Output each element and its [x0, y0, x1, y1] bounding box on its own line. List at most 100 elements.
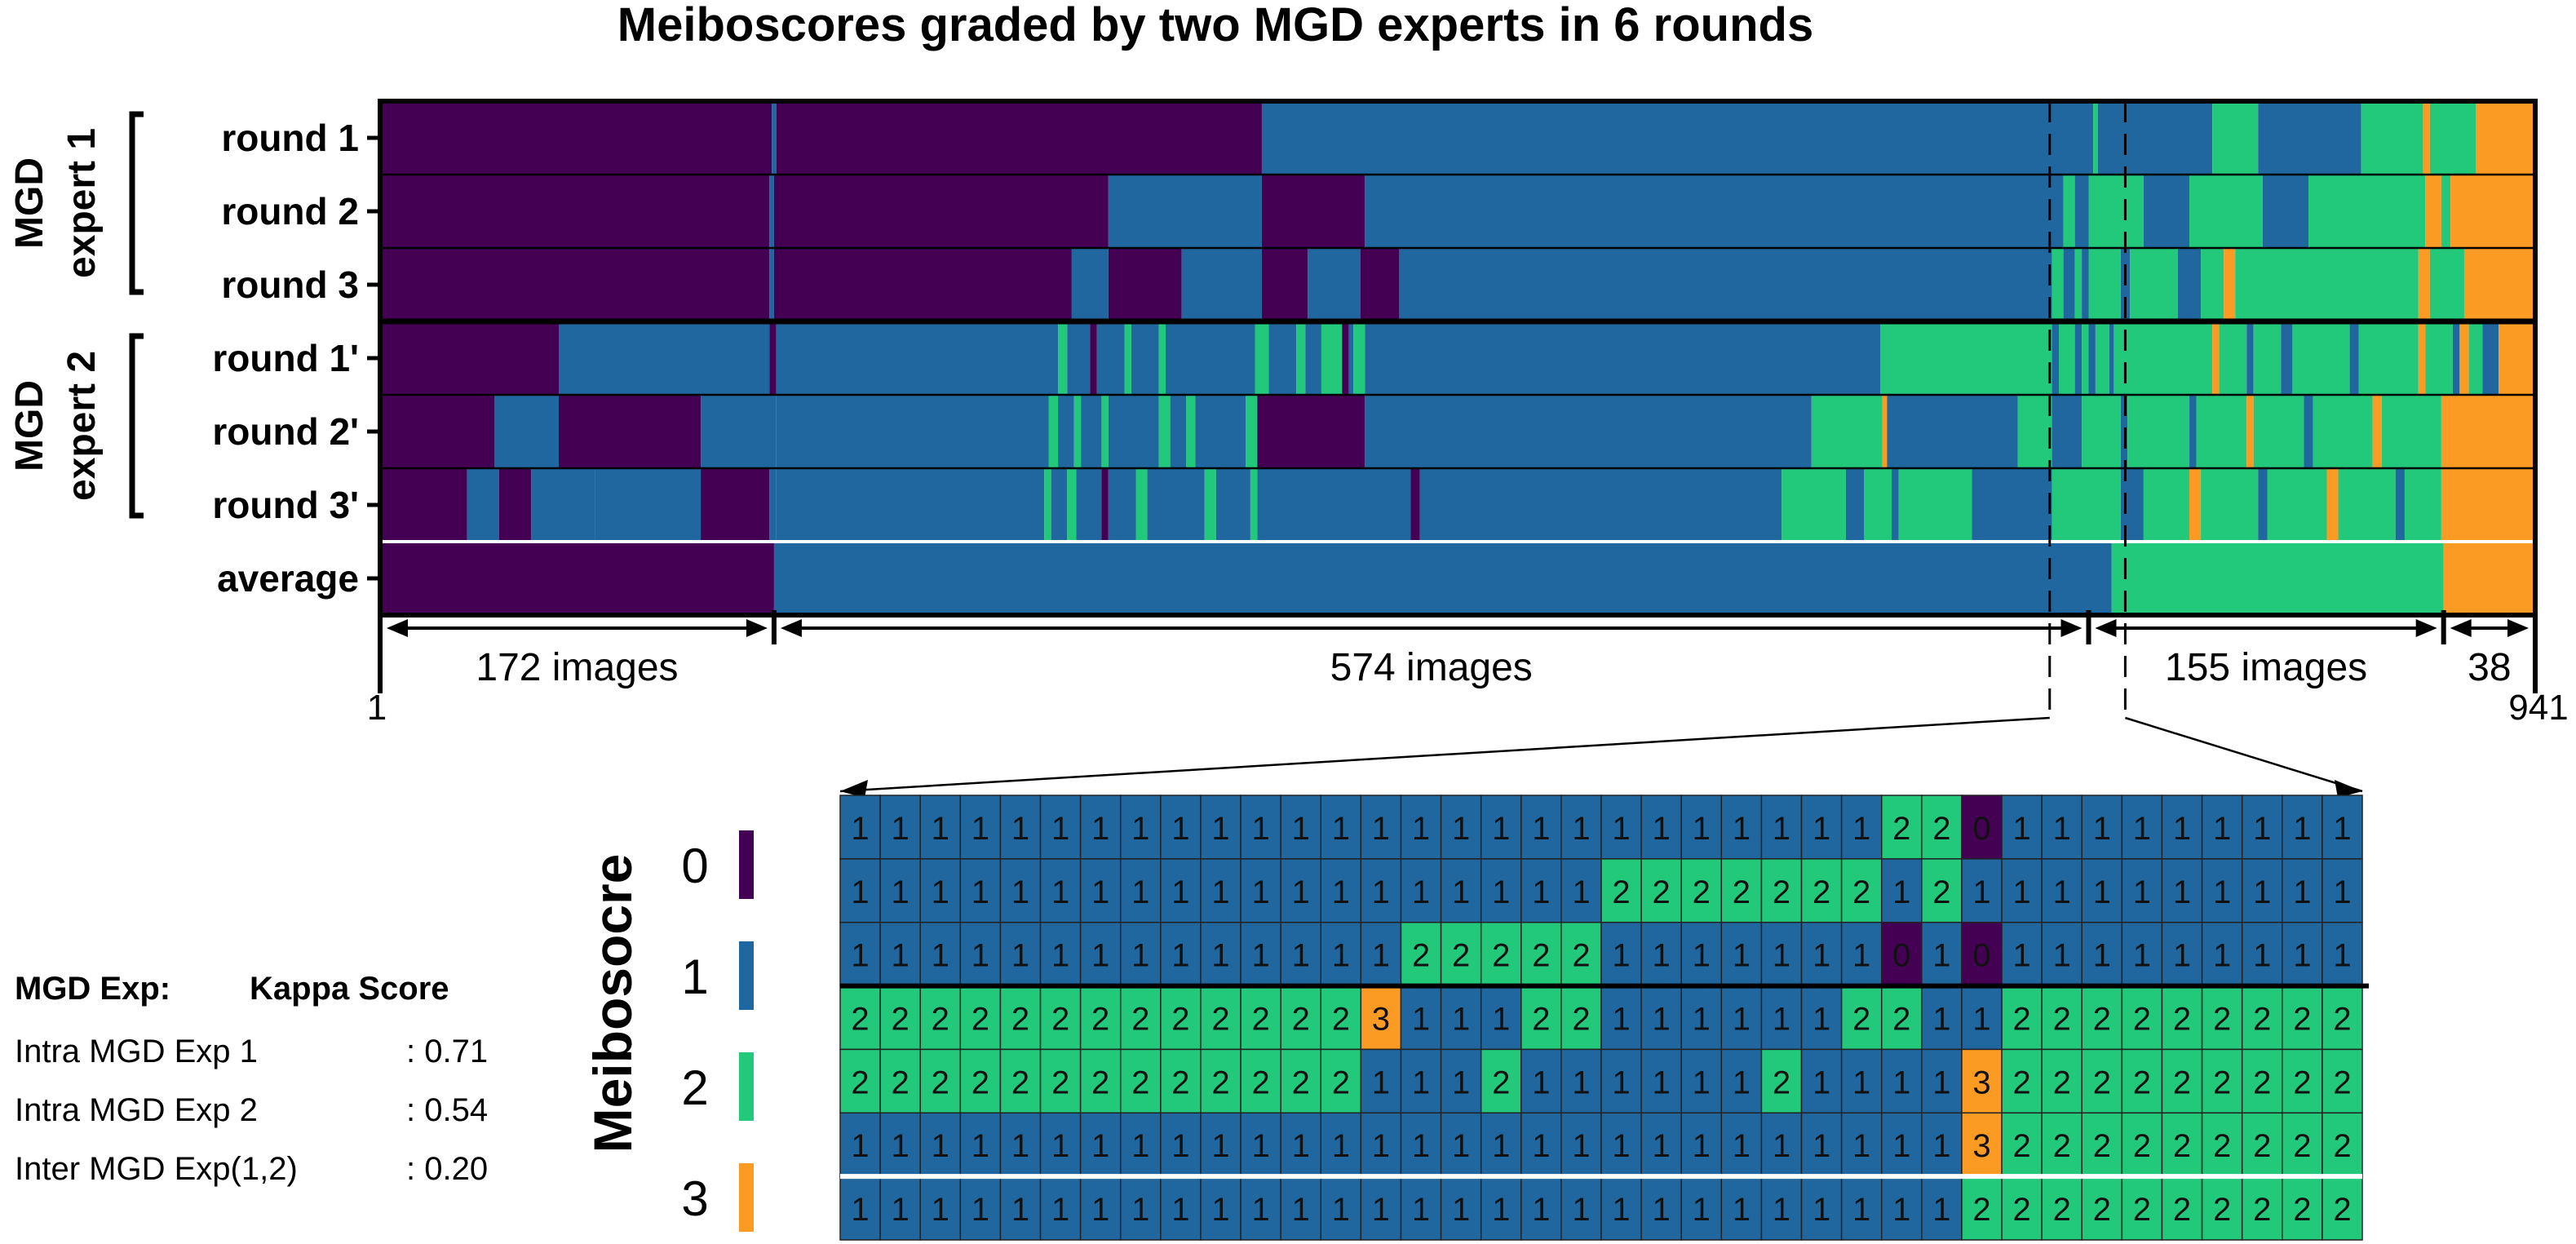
legend-title: Meibosocre: [582, 854, 643, 1153]
band-segment: [2452, 321, 2460, 395]
band-segment: [2088, 542, 2112, 615]
band-segment: [2113, 321, 2213, 395]
detail-cell-value: 1: [1332, 1128, 1350, 1164]
band-segment: [769, 321, 777, 395]
detail-cell-value: 2: [2093, 1192, 2111, 1228]
detail-cell-value: 2: [851, 1065, 869, 1100]
detail-cell-value: 1: [1332, 874, 1350, 910]
expert2-label-line2: expert 2: [60, 351, 104, 501]
detail-cell: [1880, 1175, 1923, 1241]
band-segment: [380, 468, 467, 542]
detail-cell: [1680, 921, 1723, 987]
detail-cell-value: 1: [1211, 811, 1229, 847]
detail-cell: [959, 1048, 1002, 1114]
band-segment: [1365, 321, 1881, 395]
band-segment: [2063, 175, 2075, 248]
detail-cell-value: 1: [1532, 1192, 1550, 1228]
detail-cell-value: 1: [2213, 874, 2231, 910]
detail-cell: [2321, 1175, 2363, 1241]
band-segment: [2127, 395, 2190, 468]
row-label: round 1': [212, 337, 359, 379]
detail-cell-value: 1: [1932, 1002, 1950, 1038]
detail-cell-value: 1: [1091, 938, 1109, 974]
detail-cell-value: 1: [1693, 811, 1711, 847]
detail-cell: [1360, 858, 1402, 923]
detail-cell-value: 2: [1693, 874, 1711, 910]
detail-cell: [959, 1112, 1002, 1177]
detail-cell-value: 1: [1251, 938, 1269, 974]
detail-cell-value: 1: [1972, 1002, 1990, 1038]
detail-cell-value: 1: [1051, 1192, 1069, 1228]
detail-cell: [1600, 1112, 1642, 1177]
detail-cell-value: 2: [1452, 938, 1470, 974]
band-segment: [2450, 175, 2535, 248]
detail-cell-value: 1: [851, 938, 869, 974]
detail-cell: [2081, 1175, 2123, 1241]
detail-cell: [919, 985, 962, 1051]
detail-cell-value: 1: [1653, 1192, 1671, 1228]
band-segment: [2499, 321, 2535, 395]
detail-cell: [2282, 858, 2323, 923]
band-segment: [467, 468, 499, 542]
detail-cell-value: 1: [1452, 874, 1470, 910]
detail-cell-value: 2: [2133, 1128, 2151, 1164]
detail-cell-value: 1: [1292, 874, 1310, 910]
detail-cell-value: 2: [1211, 1002, 1229, 1038]
detail-cell-value: 1: [1131, 874, 1149, 910]
row-label: round 3: [221, 263, 359, 306]
detail-cell-value: 2: [2053, 1002, 2071, 1038]
band-segment: [1811, 395, 1883, 468]
detail-cell-value: 1: [1492, 811, 1510, 847]
band-segment: [2088, 321, 2096, 395]
detail-cell-value: 0: [1892, 938, 1910, 974]
detail-cell: [1320, 985, 1362, 1051]
band-segment: [2425, 175, 2441, 248]
detail-cell-value: 2: [2333, 1065, 2351, 1100]
detail-cell-value: 1: [1171, 1128, 1189, 1164]
detail-cell: [1400, 985, 1442, 1051]
detail-cell-value: 1: [2093, 811, 2111, 847]
segment-arrow-right: [2060, 619, 2082, 637]
detail-cell: [1240, 858, 1281, 923]
detail-cell: [2121, 921, 2163, 987]
band-segment: [2189, 468, 2202, 542]
band-segment: [1880, 321, 2052, 395]
detail-cell: [1480, 1175, 1522, 1241]
detail-cell-value: 1: [1492, 874, 1510, 910]
detail-cell-value: 1: [1612, 1002, 1630, 1038]
detail-cell-value: 1: [2293, 874, 2311, 910]
detail-cell-value: 1: [972, 1128, 989, 1164]
detail-cell-value: 1: [1653, 1065, 1671, 1100]
detail-cell: [1480, 985, 1522, 1051]
detail-cell-value: 2: [1572, 1002, 1590, 1038]
detail-cell-value: 2: [1852, 1002, 1870, 1038]
band-segment: [1204, 468, 1216, 542]
detail-cell-value: 1: [1532, 1128, 1550, 1164]
band-segment: [2423, 101, 2430, 175]
detail-cell-value: 1: [2133, 811, 2151, 847]
detail-cell-value: 1: [1251, 1128, 1269, 1164]
detail-cell: [1760, 1048, 1803, 1114]
detail-cell-value: 2: [2012, 1065, 2030, 1100]
detail-cell: [1160, 985, 1202, 1051]
detail-cell: [1720, 795, 1763, 860]
detail-cell: [1079, 1175, 1122, 1241]
detail-cell-value: 1: [1572, 811, 1590, 847]
detail-cell-value: 1: [1251, 874, 1269, 910]
detail-cell-value: 1: [1812, 1002, 1830, 1038]
band-segment: [2082, 395, 2089, 468]
band-segment: [2267, 468, 2327, 542]
detail-cell: [1440, 795, 1482, 860]
detail-cell: [1079, 795, 1122, 860]
detail-cell-value: 1: [1693, 1002, 1711, 1038]
band-segment: [1124, 321, 1131, 395]
band-segment: [1296, 321, 1306, 395]
band-segment: [380, 321, 559, 395]
detail-cell-value: 1: [2213, 938, 2231, 974]
band-segment: [1108, 468, 1136, 542]
detail-cell-value: 2: [2213, 1192, 2231, 1228]
band-segment: [2052, 248, 2064, 321]
detail-cell-value: 1: [1372, 811, 1390, 847]
detail-cell-value: 3: [1972, 1128, 1990, 1164]
detail-cell: [1961, 921, 2003, 987]
